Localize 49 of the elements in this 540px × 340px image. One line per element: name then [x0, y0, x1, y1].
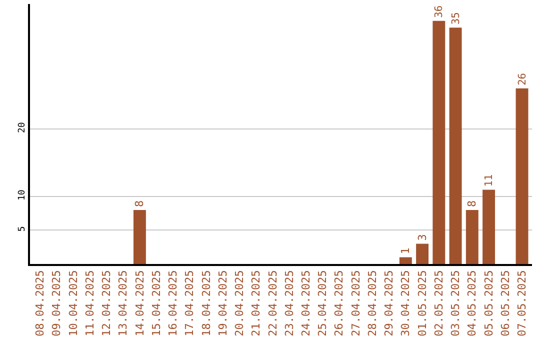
x-tick-label: 22.04.2025: [266, 270, 280, 336]
x-tick-label: 24.04.2025: [300, 270, 313, 336]
x-tick-label: 29.04.2025: [382, 270, 396, 336]
data-label: 8: [466, 200, 479, 207]
x-tick-label: 15.04.2025: [150, 270, 163, 336]
y-tick-label: 10: [18, 190, 28, 201]
x-tick-label: 21.04.2025: [250, 270, 263, 336]
x-tick-label: 28.04.2025: [366, 270, 379, 336]
x-tick-label: 27.04.2025: [349, 270, 362, 336]
x-tick-label: 13.04.2025: [116, 270, 130, 336]
x-tick-label: 16.04.2025: [166, 270, 180, 336]
x-tick-label: 02.05.2025: [432, 270, 446, 336]
x-tick-label: 10.04.2025: [66, 270, 80, 336]
x-tick-label: 20.04.2025: [233, 270, 246, 336]
x-tick-label: 17.04.2025: [183, 270, 196, 336]
x-tick-label: 05.05.2025: [482, 270, 496, 336]
x-tick-label: 23.04.2025: [282, 270, 296, 336]
data-label: 3: [416, 234, 429, 241]
y-tick-label: 5: [18, 226, 28, 232]
data-label: 35: [450, 12, 462, 25]
data-label: 8: [133, 200, 146, 207]
x-tick-label: 04.05.2025: [466, 270, 479, 336]
y-tick-label: 20: [18, 122, 28, 134]
x-tick-label: 30.04.2025: [399, 270, 412, 336]
x-tick-label: 03.05.2025: [449, 270, 462, 336]
bar: [416, 244, 429, 264]
x-tick-label: 07.05.2025: [516, 270, 529, 336]
x-tick-label: 08.04.2025: [34, 270, 47, 336]
bar: [482, 190, 496, 264]
data-label: 1: [399, 248, 412, 254]
bar: [466, 210, 478, 264]
x-tick-label: 18.04.2025: [200, 270, 213, 336]
x-tick-label: 26.04.2025: [332, 270, 346, 336]
data-label: 36: [433, 5, 446, 18]
bar: [449, 28, 462, 264]
x-tick-label: 14.04.2025: [133, 270, 146, 336]
x-tick-label: 06.05.2025: [498, 270, 512, 336]
bar: [133, 210, 146, 264]
x-tick-label: 12.04.2025: [100, 270, 114, 336]
x-tick-label: 09.04.2025: [50, 270, 64, 336]
bar: [516, 88, 528, 264]
data-label: 26: [516, 72, 528, 86]
x-tick-label: 25.04.2025: [316, 270, 330, 336]
data-label: 11: [483, 174, 496, 187]
x-tick-label: 11.04.2025: [83, 270, 96, 336]
bar: [399, 257, 412, 264]
x-tick-label: 19.04.2025: [216, 270, 230, 336]
bar: [432, 20, 446, 264]
x-tick-label: 01.05.2025: [416, 270, 429, 336]
